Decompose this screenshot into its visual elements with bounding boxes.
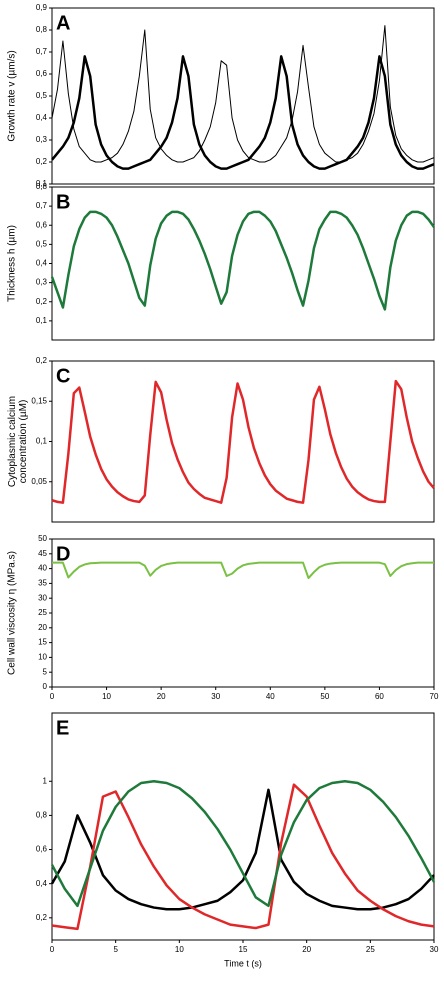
series-line <box>50 780 436 908</box>
x-tick-label: 0 <box>50 692 55 701</box>
y-tick-label: 0,3 <box>36 135 48 144</box>
series-line <box>51 25 435 163</box>
y-axis-label: Growth rate v (µm/s) <box>7 50 18 141</box>
y-tick-label: 10 <box>38 653 47 662</box>
x-tick-label: 20 <box>302 945 311 954</box>
y-tick-label: 0,8 <box>36 25 48 34</box>
y-tick-label: 40 <box>38 564 47 573</box>
series-line <box>50 210 436 311</box>
series-line <box>50 788 435 911</box>
y-tick-label: 0,1 <box>36 437 48 446</box>
y-tick-label: 0,7 <box>36 201 48 210</box>
x-tick-label: 10 <box>175 945 184 954</box>
y-tick-label: 0,6 <box>36 69 48 78</box>
series-line <box>51 55 435 170</box>
y-tick-label: 0,2 <box>36 157 48 166</box>
y-tick-label: 0,8 <box>36 811 48 820</box>
x-tick-label: 0 <box>50 945 55 954</box>
y-tick-label: 35 <box>38 579 47 588</box>
y-tick-label: 0,3 <box>36 278 48 287</box>
y-axis-label: concentration (µM) <box>18 400 29 484</box>
x-tick-label: 40 <box>266 692 275 701</box>
y-tick-label: 0,05 <box>31 477 47 486</box>
y-tick-label: 30 <box>38 593 47 602</box>
y-tick-label: 5 <box>43 667 48 676</box>
y-tick-label: 0,5 <box>36 91 48 100</box>
y-tick-label: 0,2 <box>36 297 48 306</box>
x-tick-label: 10 <box>102 692 111 701</box>
x-tick-label: 30 <box>430 945 439 954</box>
y-tick-label: 0,4 <box>36 879 48 888</box>
panel-label: B <box>56 191 70 213</box>
y-tick-label: 0,8 <box>36 182 48 191</box>
x-tick-label: 5 <box>113 945 118 954</box>
y-tick-label: 50 <box>38 534 47 543</box>
x-tick-label: 60 <box>375 692 384 701</box>
y-axis-label: Cell wall viscosity η (MPa.s) <box>7 551 18 675</box>
y-tick-label: 0,1 <box>36 316 48 325</box>
y-tick-label: 1 <box>43 776 48 785</box>
y-tick-label: 0,5 <box>36 239 48 248</box>
plot-frame <box>51 360 435 523</box>
y-tick-label: 0,4 <box>36 113 48 122</box>
y-tick-label: 0,7 <box>36 47 48 56</box>
y-tick-label: 0,9 <box>36 3 48 12</box>
x-tick-label: 15 <box>239 945 248 954</box>
series-line <box>51 783 435 931</box>
panel-label: A <box>56 12 70 34</box>
plot-frame <box>51 186 435 341</box>
y-tick-label: 25 <box>38 608 47 617</box>
y-tick-label: 0,4 <box>36 259 48 268</box>
series-line <box>52 561 434 580</box>
plot-frame <box>51 538 435 688</box>
y-tick-label: 0 <box>43 682 48 691</box>
y-tick-label: 0,15 <box>31 396 47 405</box>
y-tick-label: 0,2 <box>36 913 48 922</box>
series-line <box>51 379 435 504</box>
y-axis-label: Cytoplasmic calcium <box>7 396 18 487</box>
y-tick-label: 45 <box>38 549 47 558</box>
x-tick-label: 25 <box>366 945 375 954</box>
panel-label: E <box>56 717 69 739</box>
panel-label: D <box>56 543 70 565</box>
y-tick-label: 0,6 <box>36 845 48 854</box>
y-tick-label: 0,2 <box>36 356 48 365</box>
y-tick-label: 0,6 <box>36 220 48 229</box>
y-tick-label: 0,1 <box>36 179 48 188</box>
y-tick-label: 20 <box>38 623 47 632</box>
x-axis-label: Time t (s) <box>224 958 262 968</box>
panel-label: C <box>56 365 70 387</box>
y-tick-label: 15 <box>38 638 47 647</box>
x-tick-label: 50 <box>320 692 329 701</box>
x-tick-label: 70 <box>430 692 439 701</box>
x-tick-label: 20 <box>157 692 166 701</box>
y-axis-label: Thickness h (µm) <box>7 225 18 302</box>
x-tick-label: 30 <box>211 692 220 701</box>
